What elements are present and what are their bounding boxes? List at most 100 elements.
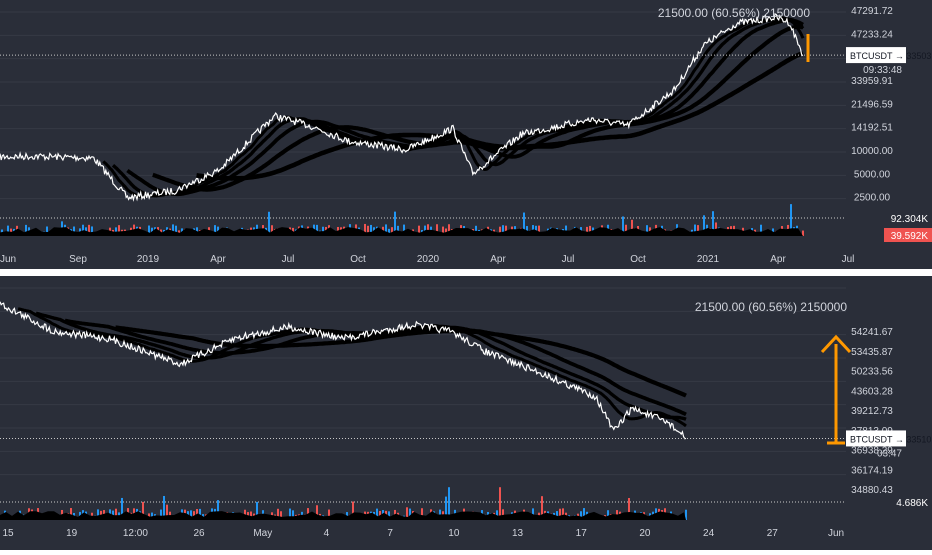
volume-bar [175, 225, 177, 236]
x-axis-tick: Jun [0, 254, 16, 265]
volume-bar [391, 227, 393, 236]
volume-bar [628, 498, 630, 520]
volume-bar [388, 511, 390, 520]
price-axis-tick: 50233.56 [851, 367, 893, 378]
axes: 47291.7247233.2440759.8133959.9121496.59… [0, 6, 932, 539]
volume-bar [70, 508, 72, 520]
measure-arrow-head [820, 334, 852, 354]
countdown-label: 09:33:48 [863, 65, 902, 76]
x-axis-tick: Apr [770, 254, 786, 265]
volume-area [0, 511, 686, 520]
volume-bar [367, 225, 369, 236]
volume-bar [499, 487, 501, 520]
volume-bar [97, 509, 99, 520]
x-axis-tick: 2019 [137, 254, 160, 265]
price-axis-tick: 14192.51 [851, 123, 893, 134]
x-axis-tick: Jun [828, 528, 844, 539]
x-axis-tick: 19 [66, 528, 78, 539]
volume-bar [421, 508, 423, 520]
volume-bar [502, 225, 504, 236]
volume-label: 39.592K [891, 231, 929, 242]
volume-bar [73, 226, 75, 236]
volume-bar [352, 501, 354, 520]
volume-bar [280, 511, 282, 520]
x-axis-tick: 2020 [417, 254, 440, 265]
volume-bar [496, 510, 498, 520]
x-axis-tick: May [253, 528, 272, 539]
moving-average-line [115, 325, 687, 398]
volume-bar [697, 225, 699, 236]
measure-text: 21500.00 (60.56%) 2150000 [695, 300, 847, 314]
volume-bar [385, 224, 387, 236]
volume-bar [394, 211, 396, 236]
x-axis-tick: 2021 [697, 254, 720, 265]
x-axis-tick: 7 [387, 528, 393, 539]
volume-bar [190, 510, 192, 520]
countdown-label: 03:47 [877, 448, 902, 459]
volume-label: 92.304K [891, 214, 929, 225]
last-price-badge [846, 47, 906, 64]
volume-bar [214, 225, 216, 236]
volume-bar [172, 224, 174, 236]
x-axis-tick: 17 [576, 528, 588, 539]
volume-bar [256, 501, 258, 520]
price-axis-tick: 5000.00 [854, 169, 891, 180]
volume-bar [559, 508, 561, 520]
volume-bar [88, 224, 90, 236]
moving-average-line [111, 17, 805, 198]
price-line [0, 13, 804, 202]
volume-bar [46, 226, 48, 236]
last-price-label: BTCUSDT → 33510.87 [850, 434, 932, 444]
volume-bar [268, 211, 270, 236]
volume-bar [442, 226, 444, 236]
volume-bar [631, 219, 633, 236]
volume-bar [148, 225, 150, 236]
volume-bar [160, 509, 162, 520]
price-axis-tick: 39212.73 [851, 406, 893, 417]
x-axis-tick: Oct [350, 254, 366, 265]
x-axis-tick: 10 [448, 528, 460, 539]
volume-bar [388, 228, 390, 236]
last-price-badge [846, 430, 906, 447]
volume-bar [538, 225, 540, 236]
price-axis-tick: 47291.72 [851, 6, 893, 17]
x-axis-tick: 24 [703, 528, 715, 539]
volume-bar [7, 225, 9, 236]
x-axis-tick: 4 [324, 528, 330, 539]
volume-bar [418, 225, 420, 236]
x-axis-tick: Apr [210, 254, 226, 265]
price-axis-tick: 34880.43 [851, 485, 893, 496]
volume-bar [622, 216, 624, 236]
volume-bar [163, 495, 165, 520]
x-axis-tick: 26 [194, 528, 206, 539]
volume-bar [376, 508, 378, 520]
top-panel-background [0, 0, 932, 269]
moving-average-line [152, 24, 804, 192]
x-axis-tick: 15 [2, 528, 14, 539]
price-axis-tick: 21496.59 [851, 99, 893, 110]
volume-bar [199, 508, 201, 520]
volume-bar [370, 224, 372, 236]
volume-bar [328, 509, 330, 520]
volume-bar [583, 508, 585, 520]
volume-bar [250, 511, 252, 520]
last-price-label: BTCUSDT → 33503.76 [850, 51, 932, 61]
volume-bar [142, 501, 144, 520]
moving-average-lines [17, 16, 805, 428]
x-axis-tick: 20 [639, 528, 651, 539]
grid-lines [0, 11, 846, 476]
volume-bar [436, 224, 438, 236]
price-axis-tick: 54241.67 [851, 327, 893, 338]
measure-text: 21500.00 (60.56%) 2150000 [658, 6, 810, 20]
volume-bar [25, 224, 27, 236]
volume-bar [556, 511, 558, 520]
volume-label-badge [884, 211, 932, 225]
volume-area [0, 227, 803, 236]
x-axis-tick: Jul [282, 254, 295, 265]
volume-bar [217, 500, 219, 520]
volume-bar [271, 225, 273, 236]
x-axis-tick: Oct [630, 254, 646, 265]
x-axis-tick: 13 [512, 528, 524, 539]
